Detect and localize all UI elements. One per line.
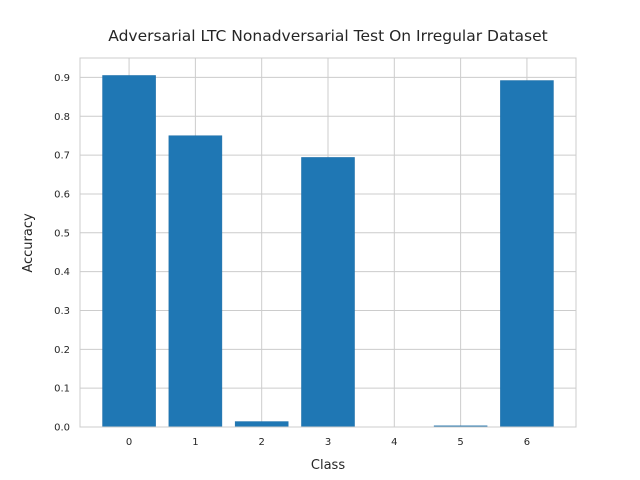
y-tick-label: 0.4 [54,267,70,278]
y-tick-label: 0.6 [54,189,70,200]
bar-class-6 [500,80,554,428]
y-tick-label: 0.2 [54,345,70,356]
x-tick-label: 5 [457,437,463,448]
x-tick-label: 2 [259,437,265,448]
y-tick-label: 0.1 [54,384,70,395]
bar-class-3 [301,157,355,428]
x-tick-label: 0 [126,437,132,448]
y-tick-label: 0.8 [54,112,70,123]
bars [102,75,554,428]
y-tick-label: 0.3 [54,306,70,317]
bar-class-1 [168,135,223,428]
y-tick-labels: 0.0 0.1 0.2 0.3 0.4 0.5 0.6 0.7 0.8 0.9 [54,73,70,434]
x-tick-label: 3 [325,437,331,448]
plot-frame [79,57,577,428]
x-tick-label: 4 [391,437,397,448]
x-tick-label: 6 [524,437,530,448]
y-tick-label: 0.5 [54,228,70,239]
x-axis-label: Class [311,458,345,473]
chart-title: Adversarial LTC Nonadversarial Test On I… [108,27,547,45]
bar-class-2 [234,421,289,428]
bar-class-0 [102,75,156,428]
x-tick-labels: 0 1 2 3 4 5 6 [126,437,530,448]
x-tick-label: 1 [192,437,198,448]
y-tick-label: 0.7 [54,151,70,162]
y-tick-label: 0.0 [54,423,70,434]
y-axis-label: Accuracy [21,213,36,273]
y-tick-label: 0.9 [54,73,70,84]
